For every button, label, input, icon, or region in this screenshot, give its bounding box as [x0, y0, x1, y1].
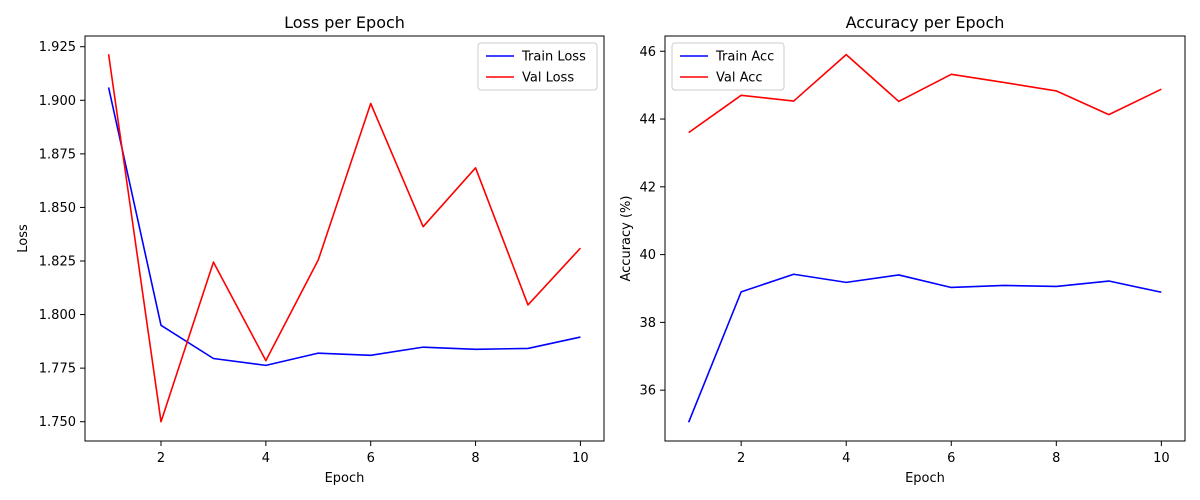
y-tick-label: 1.875 [39, 147, 76, 162]
y-tick-label: 46 [639, 45, 656, 60]
series-line-val-acc [688, 53, 1162, 134]
x-tick-label: 10 [1153, 451, 1170, 466]
x-tick-label: 6 [947, 451, 955, 466]
x-tick-label: 6 [367, 451, 375, 466]
legend-label: Val Acc [716, 71, 763, 86]
series-line-train-loss [107, 87, 581, 367]
legend-label: Val Loss [522, 71, 574, 86]
y-tick-label: 1.900 [39, 94, 76, 109]
x-axis-label: Epoch [905, 471, 945, 486]
y-axis-label: Loss [16, 224, 31, 253]
legend-label: Train Acc [715, 50, 774, 65]
x-tick-label: 8 [471, 451, 479, 466]
legend-box [671, 42, 785, 91]
y-tick-label: 1.850 [39, 201, 76, 216]
axes-frame [84, 35, 605, 442]
series-line-val-loss [107, 54, 581, 423]
x-tick-label: 4 [262, 451, 270, 466]
y-tick-label: 40 [639, 248, 656, 263]
x-tick-label: 2 [737, 451, 745, 466]
y-tick-label: 38 [639, 316, 656, 331]
x-tick-label: 4 [842, 451, 850, 466]
y-tick-label: 1.750 [39, 415, 76, 430]
y-tick-label: 1.800 [39, 308, 76, 323]
y-tick-label: 1.825 [39, 255, 76, 270]
legend-box [477, 42, 598, 91]
y-tick-label: 36 [639, 384, 656, 399]
y-tick-label: 1.925 [39, 40, 76, 55]
x-tick-label: 2 [157, 451, 165, 466]
chart-title: Accuracy per Epoch [846, 13, 1005, 32]
legend-label: Train Loss [521, 50, 586, 65]
chart-title: Loss per Epoch [284, 13, 405, 32]
x-tick-label: 8 [1052, 451, 1060, 466]
chart-panel-1: 2 4 6 8 10 1.750 1.775 1.800 1.825 1.850 1.875 1.90… [16, 13, 605, 486]
x-tick-label: 10 [572, 451, 589, 466]
legend: Train Loss Val Loss [477, 42, 598, 91]
series-line-train-acc [687, 273, 1162, 423]
y-tick-label: 42 [639, 180, 656, 195]
x-axis-label: Epoch [325, 471, 365, 486]
y-axis-label: Accuracy (%) [619, 196, 634, 282]
legend: Train Acc Val Acc [671, 42, 785, 91]
y-tick-label: 1.775 [39, 362, 76, 377]
y-tick-label: 44 [639, 113, 656, 128]
axes-frame [664, 35, 1186, 442]
